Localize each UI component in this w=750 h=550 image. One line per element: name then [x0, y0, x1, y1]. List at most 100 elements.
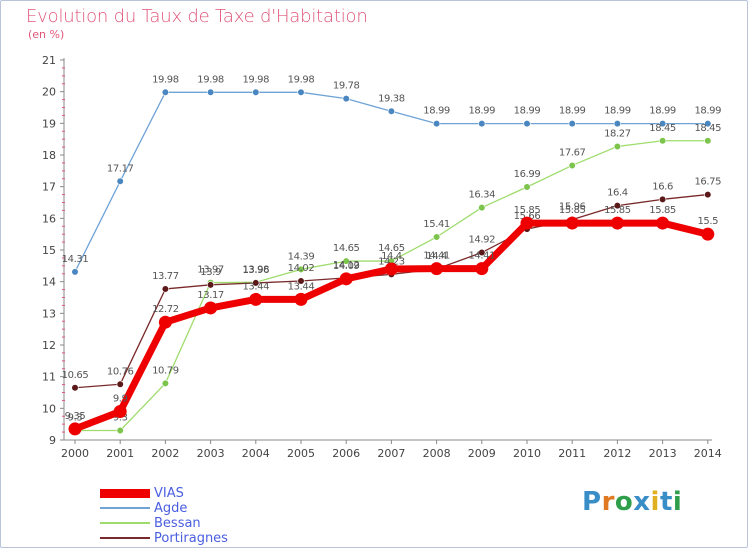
- data-point: [116, 426, 124, 435]
- brand-letter: P: [582, 487, 602, 517]
- data-point: [207, 88, 215, 96]
- data-label: 16.6: [652, 181, 673, 192]
- y-tick-label: 18: [42, 149, 56, 162]
- data-label: 18.27: [604, 128, 631, 139]
- data-label: 14.65: [378, 243, 405, 254]
- x-tick-label: 2014: [694, 447, 722, 460]
- data-point: [158, 315, 172, 329]
- data-label: 13.44: [242, 281, 269, 292]
- y-tick-label: 20: [42, 86, 56, 99]
- legend-label: Agde: [154, 500, 188, 516]
- data-label: 13.97: [197, 265, 224, 276]
- legend-swatch: [100, 488, 150, 498]
- data-point: [523, 120, 531, 128]
- data-point: [68, 422, 82, 436]
- data-point: [613, 202, 622, 210]
- data-label: 9.3: [68, 413, 83, 424]
- data-point: [520, 216, 534, 230]
- x-tick-label: 2005: [287, 447, 315, 460]
- data-point: [384, 262, 398, 276]
- x-tick-label: 2009: [468, 447, 496, 460]
- data-point: [252, 88, 260, 96]
- data-label: 18.45: [649, 123, 676, 134]
- data-point: [297, 265, 305, 273]
- data-point: [704, 120, 712, 128]
- legend-item-portiragnes: Portiragnes: [100, 531, 228, 546]
- data-label: 18.45: [694, 123, 721, 134]
- data-point: [613, 142, 622, 151]
- data-label: 18.99: [423, 106, 450, 117]
- data-point: [297, 277, 305, 285]
- x-tick-label: 2002: [151, 447, 179, 460]
- legend-swatch: [100, 537, 150, 539]
- data-label: 15.85: [559, 205, 586, 216]
- x-tick-label: 2012: [603, 447, 631, 460]
- data-point: [297, 88, 305, 96]
- brand-letter: r: [601, 487, 615, 517]
- series-line-bessan: [75, 140, 708, 432]
- data-label: 16.75: [694, 177, 721, 188]
- x-tick-label: 2008: [423, 447, 451, 460]
- data-point: [430, 262, 444, 276]
- y-tick-label: 15: [42, 244, 56, 257]
- y-tick-label: 9: [49, 434, 56, 447]
- data-point: [71, 384, 79, 392]
- data-label: 17.67: [559, 147, 586, 158]
- data-point: [204, 301, 218, 315]
- x-tick-label: 2000: [61, 447, 89, 460]
- data-point: [339, 272, 353, 286]
- legend-label: Bessan: [154, 515, 201, 531]
- data-label: 18.99: [514, 106, 541, 117]
- data-point: [658, 195, 667, 203]
- data-label: 16.4: [607, 188, 628, 199]
- x-tick-label: 2010: [513, 447, 541, 460]
- data-label: 9.3: [113, 413, 128, 424]
- data-point: [701, 227, 715, 241]
- data-label: 15.85: [649, 205, 676, 216]
- data-point: [478, 203, 486, 212]
- chart-title: Evolution du Taux de Taxe d'Habitation: [26, 6, 368, 27]
- y-tick-label: 12: [42, 339, 56, 352]
- data-point: [294, 292, 308, 306]
- data-label: 15.85: [604, 205, 631, 216]
- data-label: 14.65: [333, 243, 360, 254]
- data-label: 16.34: [468, 190, 495, 201]
- data-point: [658, 137, 667, 145]
- data-point: [704, 137, 712, 145]
- data-point: [478, 248, 486, 257]
- data-point: [568, 120, 576, 128]
- data-point: [610, 216, 624, 230]
- y-tick-label: 13: [42, 307, 56, 320]
- brand-letter: t: [659, 487, 673, 517]
- y-tick-label: 11: [42, 371, 56, 384]
- data-label: 12.72: [152, 304, 179, 315]
- x-tick-label: 2003: [197, 447, 225, 460]
- data-label: 14.4: [381, 251, 402, 262]
- data-label: 9.9: [113, 394, 128, 405]
- y-tick-label: 21: [42, 54, 56, 67]
- legend-item-bessan: Bessan: [100, 515, 201, 531]
- y-tick-label: 14: [42, 276, 56, 289]
- legend-label: VIAS: [154, 485, 184, 501]
- data-point: [565, 216, 579, 230]
- data-label: 14.92: [468, 235, 495, 246]
- data-point: [433, 120, 441, 128]
- brand-logo: Proxiti: [582, 487, 682, 517]
- data-point: [475, 262, 489, 276]
- data-label: 15.96: [559, 202, 586, 213]
- data-label: 10.79: [152, 365, 179, 376]
- data-point: [161, 88, 169, 96]
- data-label: 10.65: [62, 370, 89, 381]
- data-label: 18.99: [649, 106, 676, 117]
- data-point: [658, 120, 667, 128]
- data-label: 19.78: [333, 81, 360, 92]
- data-label: 19.98: [152, 74, 179, 85]
- x-tick-label: 2001: [106, 447, 134, 460]
- data-label: 18.99: [604, 106, 631, 117]
- data-point: [116, 380, 124, 388]
- data-point: [478, 120, 486, 128]
- data-label: 13.9: [200, 267, 221, 278]
- legend-item-agde: Agde: [100, 500, 188, 516]
- data-label: 14.4: [426, 251, 447, 262]
